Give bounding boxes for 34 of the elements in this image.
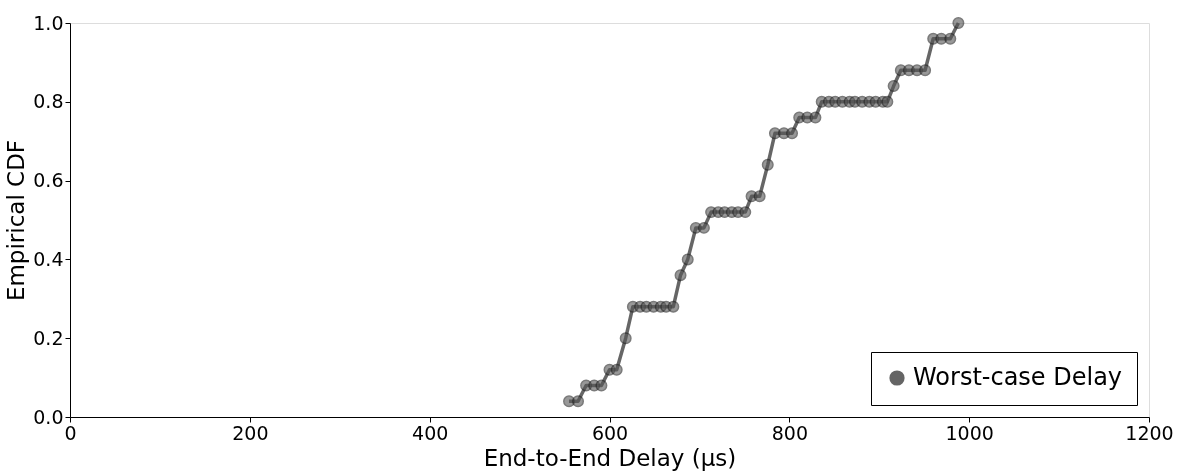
y-tick-label: 0.8 — [33, 90, 64, 113]
y-tick-label: 0.2 — [33, 326, 64, 349]
point — [753, 190, 766, 203]
point — [761, 158, 774, 171]
point — [681, 253, 694, 266]
y-tick-label: 0.0 — [33, 405, 64, 428]
y-tick-label: 0.6 — [33, 169, 64, 192]
x-tick-label: 1000 — [945, 421, 994, 444]
x-axis-title: End-to-End Delay (μs) — [483, 444, 737, 471]
y-axis-title: Empirical CDF — [3, 139, 30, 302]
point — [674, 269, 687, 282]
point — [610, 363, 623, 376]
point — [572, 395, 585, 408]
legend-label: Worst-case Delay — [913, 363, 1123, 391]
point — [952, 17, 965, 29]
y-tick-label: 0.4 — [33, 247, 64, 270]
x-tick-label: 1200 — [1125, 421, 1174, 444]
x-tick-label: 200 — [232, 421, 269, 444]
x-tick-label: 0 — [64, 421, 77, 444]
point — [944, 32, 957, 45]
point — [809, 111, 822, 124]
point — [881, 95, 894, 108]
point — [697, 221, 710, 234]
point — [667, 300, 680, 313]
point — [887, 80, 900, 93]
point — [919, 64, 932, 77]
point — [739, 206, 752, 219]
x-tick-label: 400 — [412, 421, 449, 444]
x-tick-label: 600 — [591, 421, 629, 444]
point — [595, 379, 608, 392]
point — [786, 127, 799, 140]
x-tick-label: 800 — [771, 421, 808, 444]
point — [619, 332, 632, 345]
y-tick-label: 1.0 — [33, 11, 64, 34]
